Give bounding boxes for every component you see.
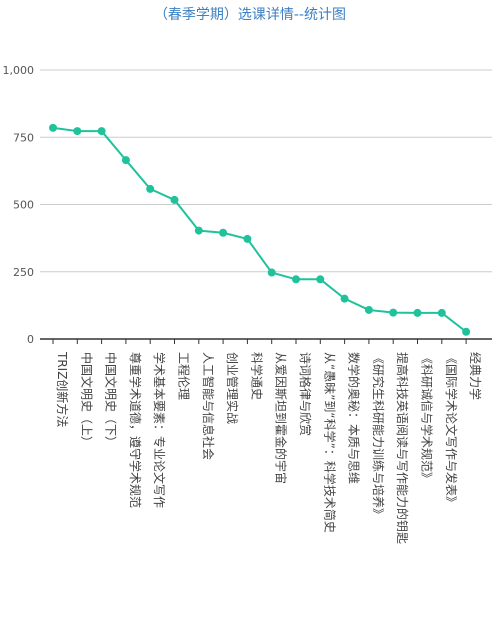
- data-point: [267, 268, 276, 277]
- x-tick-label: 学术基本要素：专业论文写作: [152, 352, 167, 508]
- data-point: [73, 127, 82, 136]
- x-tick-label: 经典力学: [468, 352, 483, 400]
- y-tick-label: 1,000: [3, 64, 35, 77]
- x-tick-label: 人工智能与信息社会: [201, 352, 216, 460]
- x-tick-label: 从“愚昧”到“科学”：科学技术简史: [322, 352, 337, 533]
- y-tick-label: 250: [13, 266, 34, 279]
- y-tick-label: 750: [13, 131, 34, 144]
- y-tick-label: 0: [27, 333, 34, 346]
- x-tick-label: 创业管理实战: [225, 352, 240, 424]
- data-point: [243, 234, 252, 243]
- x-tick-label: 数学的奥秘：本质与思维: [347, 352, 362, 484]
- data-point: [194, 226, 203, 235]
- x-tick-label: 《国际学术论文写作与发表》: [444, 352, 459, 508]
- y-tick-label: 500: [13, 199, 34, 212]
- series-line: [52, 126, 467, 333]
- data-point: [389, 308, 398, 317]
- data-point: [364, 305, 373, 314]
- x-tick-label: 从爱因斯坦到霍金的宇宙: [274, 352, 289, 484]
- x-tick-label: 提高科技英语阅读与写作能力的钥匙: [395, 352, 410, 544]
- data-point: [316, 275, 325, 284]
- data-point: [170, 195, 179, 204]
- x-tick-label: 诗词格律与欣赏: [298, 352, 313, 436]
- data-point: [97, 127, 106, 136]
- x-tick-label: 《科研诚信与学术规范》: [420, 352, 435, 484]
- x-tick-label: 尊重学术道德，遵守学术规范: [128, 352, 143, 508]
- data-point: [49, 123, 57, 132]
- x-tick-label: 中国文明史（上）: [79, 352, 94, 448]
- data-point: [437, 308, 446, 317]
- x-tick-label: 《研究生科研能力训练与培养》: [371, 352, 386, 520]
- data-point: [219, 228, 228, 237]
- data-point: [462, 327, 471, 336]
- data-point: [292, 275, 300, 284]
- x-tick-label: 中国文明史（下）: [104, 352, 119, 448]
- x-tick-label: 科学通史: [249, 352, 264, 400]
- x-tick-label: TRIZ创新方法: [55, 351, 70, 427]
- chart-title: （春季学期）选课详情--统计图: [153, 7, 347, 23]
- data-point: [413, 308, 422, 317]
- data-point: [146, 184, 155, 193]
- x-tick-label: 工程伦理: [177, 352, 192, 400]
- data-point: [340, 294, 349, 303]
- data-point: [121, 156, 130, 165]
